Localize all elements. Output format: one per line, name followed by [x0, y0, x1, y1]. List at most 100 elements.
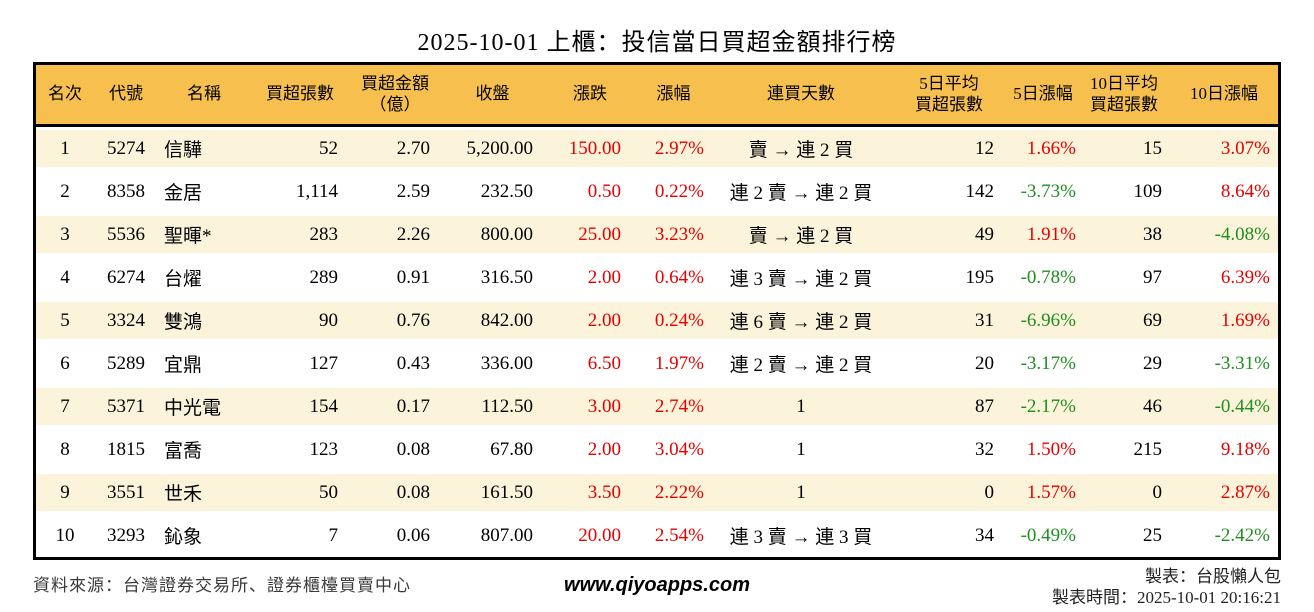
- net-buy-lots-cell: 289: [309, 266, 339, 288]
- pct10-cell: 8.64%: [1220, 180, 1270, 202]
- streak-cell: 1: [796, 438, 806, 460]
- change-cell: 2.00: [587, 266, 621, 288]
- table-row: 6 5289 宜鼎 127 0.43 336.00 6.50 1.97% 連 2 賣 → 連 2…: [36, 342, 1278, 385]
- streak-cell: 賣 → 連 2 買: [748, 140, 854, 161]
- net-buy-lots-cell: 90: [319, 309, 338, 331]
- net-buy-lots-cell: 50: [319, 481, 338, 503]
- col-header-rank: 名次: [48, 84, 82, 104]
- rank-cell: 2: [60, 180, 70, 202]
- code-cell: 5371: [107, 395, 145, 417]
- streak-cell: 連 2 賣 → 連 2 買: [729, 355, 873, 376]
- pct5-cell: -0.78%: [1020, 266, 1076, 288]
- rank-cell: 8: [60, 438, 70, 460]
- streak-cell: 1: [796, 395, 806, 417]
- col-header-net-buy-amount: 買超金額 （億）: [361, 74, 429, 114]
- pct5-cell: -3.17%: [1020, 352, 1076, 374]
- change-pct-cell: 2.74%: [654, 395, 704, 417]
- table-row: 5 3324 雙鴻 90 0.76 842.00 2.00 0.24% 連 6 賣 → 連 2 …: [36, 299, 1278, 342]
- change-pct-cell: 1.97%: [654, 352, 704, 374]
- change-pct-cell: 3.23%: [654, 223, 704, 245]
- table-row: 3 5536 聖暉* 283 2.26 800.00 25.00 3.23% 賣 → 連 2 買…: [36, 213, 1278, 256]
- col-header-avg10-lots: 10日平均 買超張數: [1090, 74, 1158, 114]
- pct10-cell: -4.08%: [1214, 223, 1270, 245]
- streak-cell: 連 3 賣 → 連 3 買: [729, 527, 873, 548]
- table-header-row: 名次 代號 名稱 買超張數 買超金額 （億） 收盤 漲跌 漲幅 連買天數 5日平…: [36, 65, 1278, 127]
- name-cell: 聖暉*: [164, 226, 212, 247]
- avg5-lots-cell: 12: [975, 137, 994, 159]
- name-cell: 世禾: [164, 484, 203, 505]
- close-cell: 232.50: [480, 180, 533, 202]
- change-pct-cell: 3.04%: [654, 438, 704, 460]
- generated-time-note: 製表時間：2025-10-01 20:16:21: [1051, 588, 1281, 607]
- table-row: 7 5371 中光電 154 0.17 112.50 3.00 2.74% 1 87 -2.17% 4…: [36, 385, 1278, 428]
- net-buy-amount-cell: 0.17: [396, 395, 430, 417]
- change-cell: 3.00: [587, 395, 621, 417]
- table-row: 2 8358 金居 1,114 2.59 232.50 0.50 0.22% 連 2 賣 → 連…: [36, 170, 1278, 213]
- name-cell: 中光電: [164, 398, 222, 419]
- avg5-lots-cell: 34: [975, 524, 994, 546]
- close-cell: 807.00: [480, 524, 533, 546]
- avg10-lots-cell: 15: [1143, 137, 1162, 159]
- close-cell: 336.00: [480, 352, 533, 374]
- avg10-lots-cell: 69: [1143, 309, 1162, 331]
- change-pct-cell: 0.22%: [654, 180, 704, 202]
- net-buy-lots-cell: 7: [328, 524, 339, 546]
- pct5-cell: 1.91%: [1026, 223, 1076, 245]
- avg5-lots-cell: 32: [975, 438, 994, 460]
- col-header-pct10: 10日漲幅: [1190, 84, 1258, 104]
- code-cell: 6274: [107, 266, 145, 288]
- col-header-name: 名稱: [187, 84, 221, 104]
- pct5-cell: -0.49%: [1020, 524, 1076, 546]
- name-cell: 信驊: [164, 140, 203, 161]
- change-cell: 6.50: [587, 352, 621, 374]
- pct10-cell: -0.44%: [1214, 395, 1270, 417]
- table-body: 1 5274 信驊 52 2.70 5,200.00 150.00 2.97% 賣 → 連 2 …: [36, 127, 1278, 557]
- col-header-pct5: 5日漲幅: [1013, 84, 1073, 104]
- change-pct-cell: 0.24%: [654, 309, 704, 331]
- avg5-lots-cell: 49: [975, 223, 994, 245]
- col-header-close: 收盤: [475, 84, 510, 104]
- pct5-cell: -2.17%: [1020, 395, 1076, 417]
- rank-cell: 7: [60, 395, 70, 417]
- change-cell: 2.00: [587, 309, 621, 331]
- rank-cell: 10: [55, 524, 75, 546]
- page-title: 2025-10-01 上櫃：投信當日買超金額排行榜: [417, 30, 897, 56]
- author-note: 製表：台股懶人包: [1145, 567, 1281, 586]
- table-row: 9 3551 世禾 50 0.08 161.50 3.50 2.22% 1 0 1.57% 0 2.87…: [36, 471, 1278, 514]
- net-buy-lots-cell: 127: [309, 352, 339, 374]
- net-buy-amount-cell: 0.76: [396, 309, 430, 331]
- table-row: 10 3293 鈊象 7 0.06 807.00 20.00 2.54% 連 3 賣 → 連 3…: [36, 514, 1278, 557]
- table-row: 1 5274 信驊 52 2.70 5,200.00 150.00 2.97% 賣 → 連 2 …: [36, 127, 1278, 170]
- close-cell: 800.00: [480, 223, 533, 245]
- website-text: www.qiyoapps.com: [564, 574, 750, 596]
- change-cell: 150.00: [568, 137, 621, 159]
- net-buy-amount-cell: 0.08: [396, 481, 430, 503]
- avg10-lots-cell: 29: [1143, 352, 1162, 374]
- net-buy-lots-cell: 52: [319, 137, 338, 159]
- avg5-lots-cell: 142: [965, 180, 995, 202]
- rank-cell: 4: [60, 266, 70, 288]
- change-pct-cell: 0.64%: [654, 266, 704, 288]
- avg5-lots-cell: 31: [975, 309, 994, 331]
- code-cell: 5536: [107, 223, 145, 245]
- table-row: 4 6274 台燿 289 0.91 316.50 2.00 0.64% 連 3 賣 → 連 2…: [36, 256, 1278, 299]
- code-cell: 1815: [107, 438, 145, 460]
- avg10-lots-cell: 0: [1152, 481, 1163, 503]
- col-header-code: 代號: [109, 84, 143, 104]
- avg5-lots-cell: 0: [984, 481, 995, 503]
- code-cell: 8358: [107, 180, 145, 202]
- col-header-change: 漲跌: [573, 84, 607, 104]
- pct10-cell: -2.42%: [1214, 524, 1270, 546]
- net-buy-lots-cell: 283: [309, 223, 339, 245]
- name-cell: 富喬: [164, 441, 203, 462]
- streak-cell: 1: [796, 481, 806, 503]
- close-cell: 112.50: [481, 395, 533, 417]
- name-cell: 金居: [164, 183, 203, 204]
- pct5-cell: 1.50%: [1026, 438, 1076, 460]
- change-pct-cell: 2.22%: [654, 481, 704, 503]
- pct10-cell: 3.07%: [1220, 137, 1270, 159]
- table-row: 8 1815 富喬 123 0.08 67.80 2.00 3.04% 1 32 1.50% 215 9…: [36, 428, 1278, 471]
- streak-cell: 賣 → 連 2 買: [748, 226, 854, 247]
- change-pct-cell: 2.54%: [654, 524, 704, 546]
- streak-cell: 連 3 賣 → 連 2 買: [729, 269, 873, 290]
